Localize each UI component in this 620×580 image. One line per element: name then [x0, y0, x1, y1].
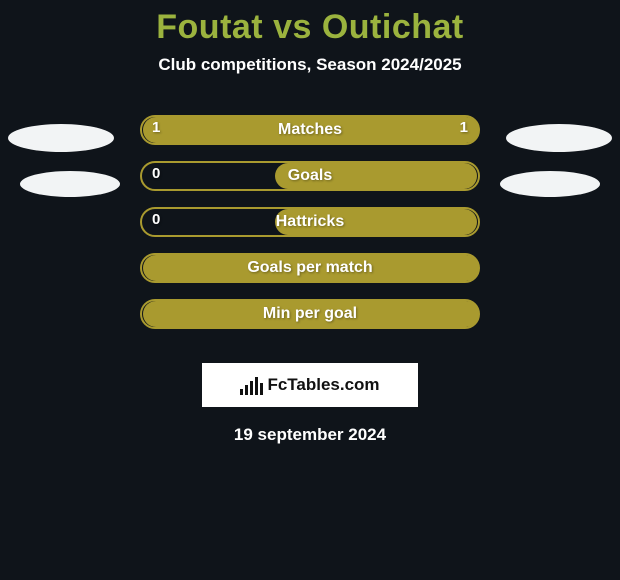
team-right-icon	[506, 124, 612, 152]
stat-pill: Matches	[140, 115, 480, 145]
stat-value-right: 1	[460, 119, 468, 136]
stat-pill: Goals	[140, 161, 480, 191]
stat-row: Min per goal	[0, 299, 620, 345]
stat-row: Goals per match	[0, 253, 620, 299]
stat-pill: Goals per match	[140, 253, 480, 283]
snapshot-date: 19 september 2024	[0, 425, 620, 445]
stat-pill: Hattricks	[140, 207, 480, 237]
brand-bars-icon	[240, 375, 263, 395]
stat-pill: Min per goal	[140, 299, 480, 329]
team-left-icon	[20, 171, 120, 197]
stat-row: Matches1 1	[0, 115, 620, 161]
stat-row: Goals0	[0, 161, 620, 207]
stat-label: Hattricks	[142, 209, 478, 235]
brand-text: FcTables.com	[267, 375, 379, 395]
subtitle: Club competitions, Season 2024/2025	[0, 55, 620, 75]
team-left-icon	[8, 124, 114, 152]
stat-value-left: 0	[152, 211, 160, 228]
team-right-icon	[500, 171, 600, 197]
stat-rows: Matches11Goals0Hattricks0Goals per match…	[0, 115, 620, 345]
stat-value-left: 1	[152, 119, 160, 136]
brand-badge[interactable]: FcTables.com	[202, 363, 418, 407]
stat-label: Min per goal	[142, 301, 478, 327]
stat-row: Hattricks0	[0, 207, 620, 253]
stat-value-left: 0	[152, 165, 160, 182]
stat-label: Goals per match	[142, 255, 478, 281]
stat-label: Matches	[142, 117, 478, 143]
comparison-card: Foutat vs Outichat Club competitions, Se…	[0, 0, 620, 580]
page-title: Foutat vs Outichat	[0, 0, 620, 47]
stat-label: Goals	[142, 163, 478, 189]
